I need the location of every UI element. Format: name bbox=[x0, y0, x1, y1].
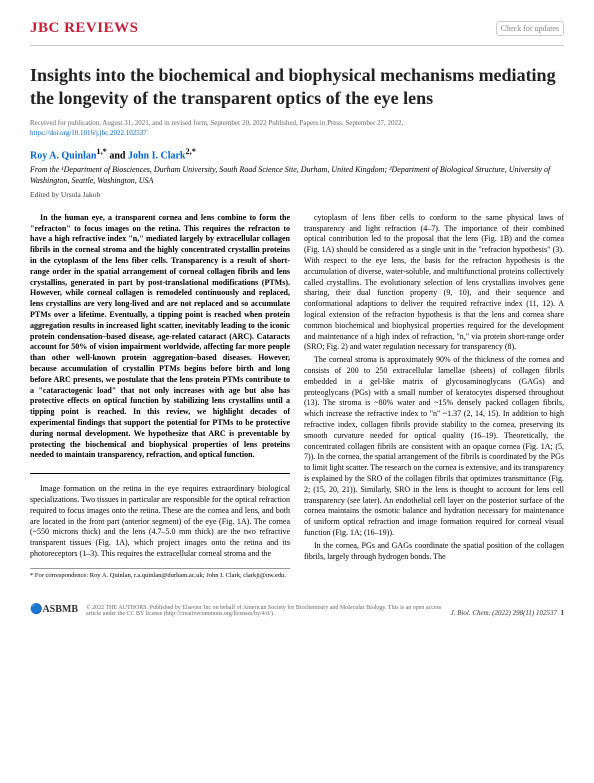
edited-by: Edited by Ursula Jakob bbox=[30, 190, 564, 199]
received-line: Received for publication, August 31, 202… bbox=[30, 119, 564, 127]
check-updates-badge[interactable]: Check for updates bbox=[496, 21, 564, 36]
footer-left: 🔵ASBMB bbox=[30, 599, 78, 617]
author-1[interactable]: Roy A. Quinlan bbox=[30, 150, 96, 161]
two-column-body: In the human eye, a transparent cornea a… bbox=[30, 213, 564, 581]
body-right-para-3: In the cornea, PGs and GAGs coordinate t… bbox=[304, 541, 564, 563]
header-bar: JBC REVIEWS Check for updates bbox=[30, 20, 564, 46]
journal-section-label: JBC REVIEWS bbox=[30, 20, 138, 37]
doi-link[interactable]: https://doi.org/10.1016/j.jbc.2022.10253… bbox=[30, 129, 564, 137]
abstract: In the human eye, a transparent cornea a… bbox=[30, 213, 290, 461]
journal-citation: J. Biol. Chem. (2022) 298(11) 102537 1 bbox=[451, 609, 564, 617]
author-2[interactable]: John I. Clark bbox=[128, 150, 186, 161]
affiliations: From the ¹Department of Biosciences, Dur… bbox=[30, 165, 564, 186]
journal-ref: J. Biol. Chem. (2022) 298(11) 102537 bbox=[451, 609, 557, 617]
page-number: 1 bbox=[561, 609, 565, 617]
author-sep: and bbox=[107, 150, 128, 161]
correspondence-note: * For correspondence: Roy A. Quinlan, r.… bbox=[30, 568, 290, 581]
copyright-text: © 2022 THE AUTHORS. Published by Elsevie… bbox=[86, 605, 451, 617]
article-title: Insights into the biochemical and biophy… bbox=[30, 64, 564, 111]
body-right-para-1: cytoplasm of lens fiber cells to conform… bbox=[304, 213, 564, 353]
page-footer: 🔵ASBMB © 2022 THE AUTHORS. Published by … bbox=[30, 593, 564, 617]
asbmb-logo: 🔵ASBMB bbox=[30, 604, 78, 615]
body-right-para-2: The corneal stroma is approximately 90% … bbox=[304, 355, 564, 539]
body-left-para-1: Image formation on the retina in the eye… bbox=[30, 484, 290, 560]
authors: Roy A. Quinlan1,* and John I. Clark2,* bbox=[30, 147, 564, 161]
right-column: cytoplasm of lens fiber cells to conform… bbox=[304, 213, 564, 581]
abstract-divider bbox=[30, 473, 290, 474]
left-column: In the human eye, a transparent cornea a… bbox=[30, 213, 290, 581]
